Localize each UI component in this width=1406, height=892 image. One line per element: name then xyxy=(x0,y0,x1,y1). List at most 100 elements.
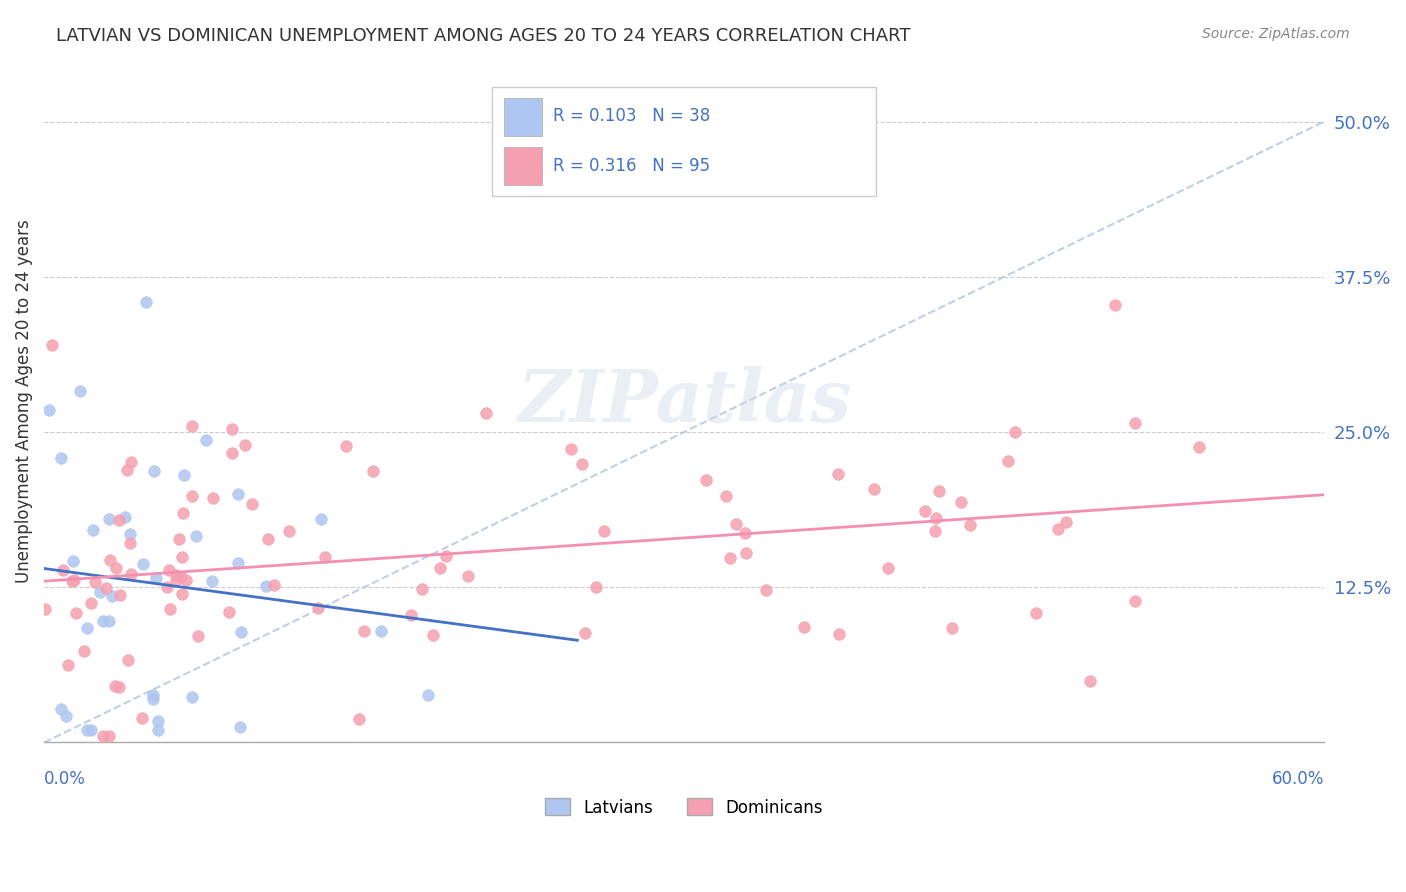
Point xyxy=(100,553,122,567)
Point xyxy=(221,422,243,436)
Point xyxy=(734,526,756,541)
Point xyxy=(101,589,124,603)
Point xyxy=(166,567,188,582)
Point xyxy=(254,579,277,593)
Point xyxy=(399,608,422,623)
Point xyxy=(104,679,127,693)
Point xyxy=(82,523,104,537)
Point xyxy=(457,569,479,583)
Point xyxy=(347,712,370,726)
Point xyxy=(361,464,384,478)
Point xyxy=(108,588,131,602)
Point xyxy=(1125,417,1147,431)
Point xyxy=(91,614,114,628)
Point xyxy=(34,602,56,616)
Point xyxy=(170,549,193,564)
Point xyxy=(309,512,332,526)
Point xyxy=(1188,440,1211,454)
Point xyxy=(914,504,936,518)
Point xyxy=(592,524,614,538)
Point xyxy=(863,483,886,497)
Point xyxy=(49,702,72,716)
Text: Source: ZipAtlas.com: Source: ZipAtlas.com xyxy=(1202,27,1350,41)
Point xyxy=(94,581,117,595)
Point xyxy=(108,680,131,694)
Point xyxy=(172,507,194,521)
Point xyxy=(146,723,169,737)
Point xyxy=(411,582,433,597)
Point xyxy=(429,560,451,574)
Text: ZIPatlas: ZIPatlas xyxy=(517,366,851,436)
Point xyxy=(80,723,103,737)
Point xyxy=(118,527,141,541)
Point xyxy=(1025,606,1047,620)
Point xyxy=(173,468,195,483)
Point xyxy=(242,497,264,511)
Point xyxy=(827,467,849,481)
Point xyxy=(941,621,963,635)
Point xyxy=(135,294,157,309)
Point xyxy=(475,406,498,420)
Text: 60.0%: 60.0% xyxy=(1271,770,1324,788)
Point xyxy=(104,561,127,575)
Point xyxy=(117,653,139,667)
Point xyxy=(51,450,73,465)
Point xyxy=(76,723,98,737)
Point xyxy=(307,601,329,615)
Point xyxy=(107,513,129,527)
Point xyxy=(925,511,948,525)
Point xyxy=(1125,594,1147,608)
Point xyxy=(131,557,153,571)
Point xyxy=(257,532,280,546)
Point xyxy=(194,433,217,447)
Point xyxy=(165,574,187,588)
Point xyxy=(263,578,285,592)
Point xyxy=(181,419,204,434)
Point xyxy=(877,560,900,574)
Point xyxy=(63,573,86,587)
Point xyxy=(226,487,249,501)
Point xyxy=(98,729,121,743)
Point xyxy=(218,605,240,619)
Point xyxy=(60,574,83,589)
Point xyxy=(716,489,738,503)
Point xyxy=(114,509,136,524)
Point xyxy=(89,585,111,599)
Point xyxy=(278,524,301,538)
Point xyxy=(434,549,457,564)
Point xyxy=(793,620,815,634)
Point xyxy=(41,338,63,352)
Point xyxy=(571,458,593,472)
Point xyxy=(80,596,103,610)
Point xyxy=(1054,515,1077,529)
Point xyxy=(828,627,851,641)
Point xyxy=(574,626,596,640)
Point xyxy=(734,546,756,560)
Point xyxy=(1047,522,1070,536)
Point xyxy=(1104,297,1126,311)
Point xyxy=(131,711,153,725)
Point xyxy=(118,536,141,550)
Point xyxy=(65,606,87,620)
Point xyxy=(695,473,717,487)
Point xyxy=(52,563,75,577)
Point xyxy=(167,532,190,546)
Point xyxy=(314,549,336,564)
Point xyxy=(221,446,243,460)
Point xyxy=(97,512,120,526)
Point xyxy=(115,463,138,477)
Point xyxy=(201,574,224,588)
Point xyxy=(949,495,972,509)
Point xyxy=(84,574,107,589)
Point xyxy=(187,629,209,643)
Point xyxy=(201,491,224,505)
Point xyxy=(560,442,582,456)
Point xyxy=(924,524,946,538)
Point xyxy=(170,587,193,601)
Point xyxy=(233,438,256,452)
Point xyxy=(56,658,79,673)
Point xyxy=(229,720,252,734)
Point xyxy=(416,688,439,702)
Point xyxy=(1004,425,1026,439)
Point xyxy=(959,517,981,532)
